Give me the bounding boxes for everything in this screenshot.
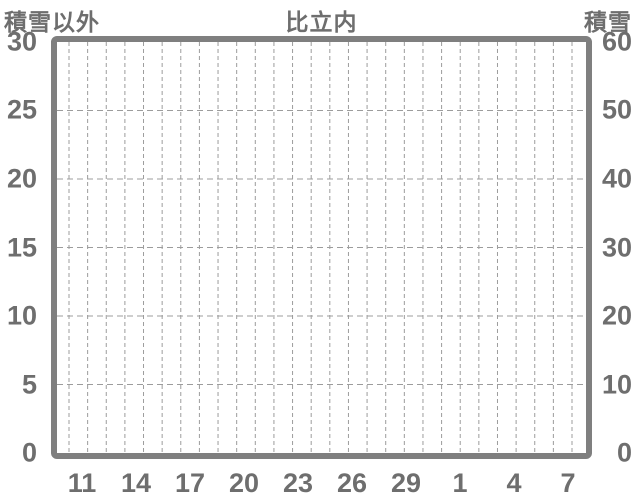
- x-tick-label: 11: [67, 468, 97, 498]
- x-axis-ticks: 11 14 17 20 23 26 29 1 4 7: [57, 468, 586, 498]
- plot-area: [51, 36, 592, 459]
- y-tick-label-right: 0: [616, 437, 632, 468]
- y-tick-label-left: 10: [6, 300, 37, 331]
- y-tick-label-right: 60: [601, 26, 632, 57]
- x-tick-label: 17: [174, 468, 206, 498]
- y-tick-label-left: 15: [6, 232, 37, 262]
- x-tick-label: 7: [560, 468, 576, 498]
- y-tick-label-left: 25: [6, 94, 37, 125]
- y-tick-label-left: 0: [21, 437, 37, 468]
- x-tick-label: 1: [452, 468, 468, 498]
- chart-title: 比立内: [285, 9, 358, 35]
- x-tick-label: 23: [282, 468, 314, 498]
- x-tick-label: 26: [336, 468, 368, 498]
- y-tick-label-right: 30: [601, 232, 632, 262]
- x-tick-label: 29: [390, 468, 422, 498]
- left-axis-title: 積雪以外: [4, 9, 100, 35]
- left-axis-ticks: 30 25 20 15 10 5 0: [0, 28, 38, 466]
- x-tick-label: 14: [120, 468, 152, 498]
- right-axis-title: 積雪: [584, 9, 632, 35]
- y-tick-label-right: 40: [601, 163, 632, 194]
- grid-lines: [57, 42, 586, 453]
- x-tick-label: 4: [506, 468, 522, 498]
- y-tick-label-right: 50: [601, 94, 632, 125]
- y-tick-label-left: 20: [6, 163, 37, 194]
- y-tick-label-right: 10: [601, 369, 632, 399]
- y-tick-label-left: 30: [6, 26, 37, 57]
- x-tick-label: 20: [228, 468, 260, 498]
- right-axis-ticks: 60 50 40 30 20 10 0: [592, 28, 634, 466]
- y-tick-label-right: 20: [601, 300, 632, 331]
- y-tick-label-left: 5: [21, 369, 37, 399]
